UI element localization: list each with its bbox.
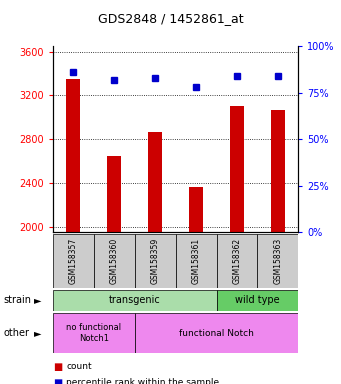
Text: ►: ► — [34, 295, 42, 306]
Text: ►: ► — [34, 328, 42, 338]
Bar — [53, 234, 94, 288]
Bar — [230, 106, 244, 232]
Text: ■: ■ — [53, 362, 62, 372]
Bar — [107, 156, 121, 232]
Text: GSM158361: GSM158361 — [192, 238, 201, 284]
Text: transgenic: transgenic — [109, 295, 161, 306]
Bar — [271, 109, 285, 232]
Bar — [53, 290, 217, 311]
Bar — [176, 234, 217, 288]
Bar — [53, 313, 135, 353]
Bar — [66, 79, 80, 232]
Text: ■: ■ — [53, 378, 62, 384]
Text: GSM158359: GSM158359 — [151, 238, 160, 284]
Text: count: count — [66, 362, 92, 371]
Bar — [135, 313, 298, 353]
Text: functional Notch: functional Notch — [179, 329, 254, 338]
Text: wild type: wild type — [235, 295, 280, 306]
Text: GSM158357: GSM158357 — [69, 238, 78, 284]
Bar — [94, 234, 135, 288]
Text: strain: strain — [3, 295, 31, 306]
Bar — [189, 187, 203, 232]
Bar — [217, 290, 298, 311]
Text: other: other — [3, 328, 29, 338]
Bar — [217, 234, 257, 288]
Text: GSM158360: GSM158360 — [110, 238, 119, 284]
Bar — [135, 234, 176, 288]
Text: GSM158362: GSM158362 — [233, 238, 241, 284]
Bar — [148, 132, 162, 232]
Text: percentile rank within the sample: percentile rank within the sample — [66, 378, 220, 384]
Text: no functional
Notch1: no functional Notch1 — [66, 323, 121, 343]
Text: GSM158363: GSM158363 — [273, 238, 282, 284]
Bar — [257, 234, 298, 288]
Text: GDS2848 / 1452861_at: GDS2848 / 1452861_at — [98, 12, 243, 25]
